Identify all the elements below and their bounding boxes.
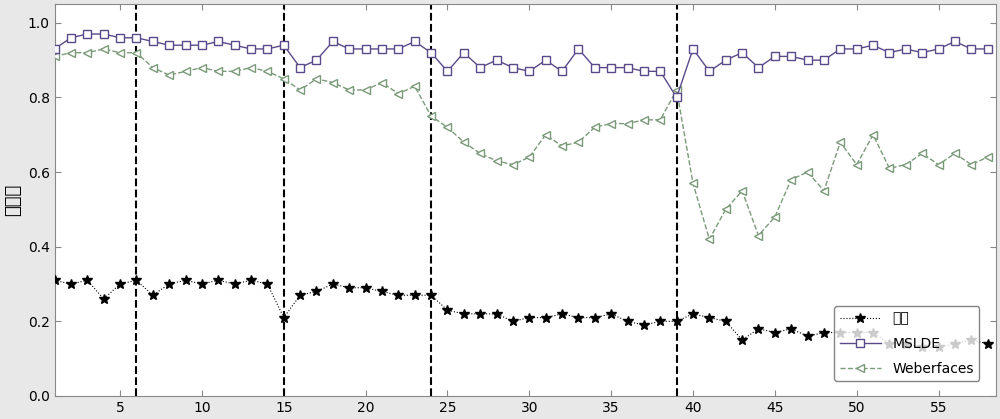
Weberfaces (294, 88, 306, 93)
MSLDE (703, 69, 715, 74)
原始 (49, 278, 61, 283)
原始 (671, 319, 683, 324)
Weberfaces (982, 155, 994, 160)
原始 (916, 345, 928, 350)
Weberfaces (49, 54, 61, 59)
原始 (949, 341, 961, 346)
MSLDE (81, 31, 93, 36)
Legend: 原始, MSLDE, Weberfaces: 原始, MSLDE, Weberfaces (834, 306, 979, 381)
MSLDE (982, 47, 994, 52)
原始 (278, 315, 290, 320)
MSLDE (294, 65, 306, 70)
Weberfaces (278, 76, 290, 81)
Line: MSLDE: MSLDE (50, 30, 992, 102)
MSLDE (769, 54, 781, 59)
Weberfaces (867, 132, 879, 137)
MSLDE (278, 43, 290, 48)
原始 (736, 337, 748, 342)
MSLDE (867, 43, 879, 48)
Y-axis label: 识别率: 识别率 (4, 184, 22, 216)
Line: Weberfaces: Weberfaces (50, 45, 992, 243)
Weberfaces (98, 47, 110, 52)
Weberfaces (769, 215, 781, 220)
Line: 原始: 原始 (50, 275, 993, 352)
原始 (261, 282, 273, 287)
Weberfaces (703, 237, 715, 242)
原始 (834, 330, 846, 335)
MSLDE (49, 47, 61, 52)
Weberfaces (949, 151, 961, 156)
原始 (982, 341, 994, 346)
MSLDE (949, 39, 961, 44)
MSLDE (671, 95, 683, 100)
Weberfaces (687, 181, 699, 186)
